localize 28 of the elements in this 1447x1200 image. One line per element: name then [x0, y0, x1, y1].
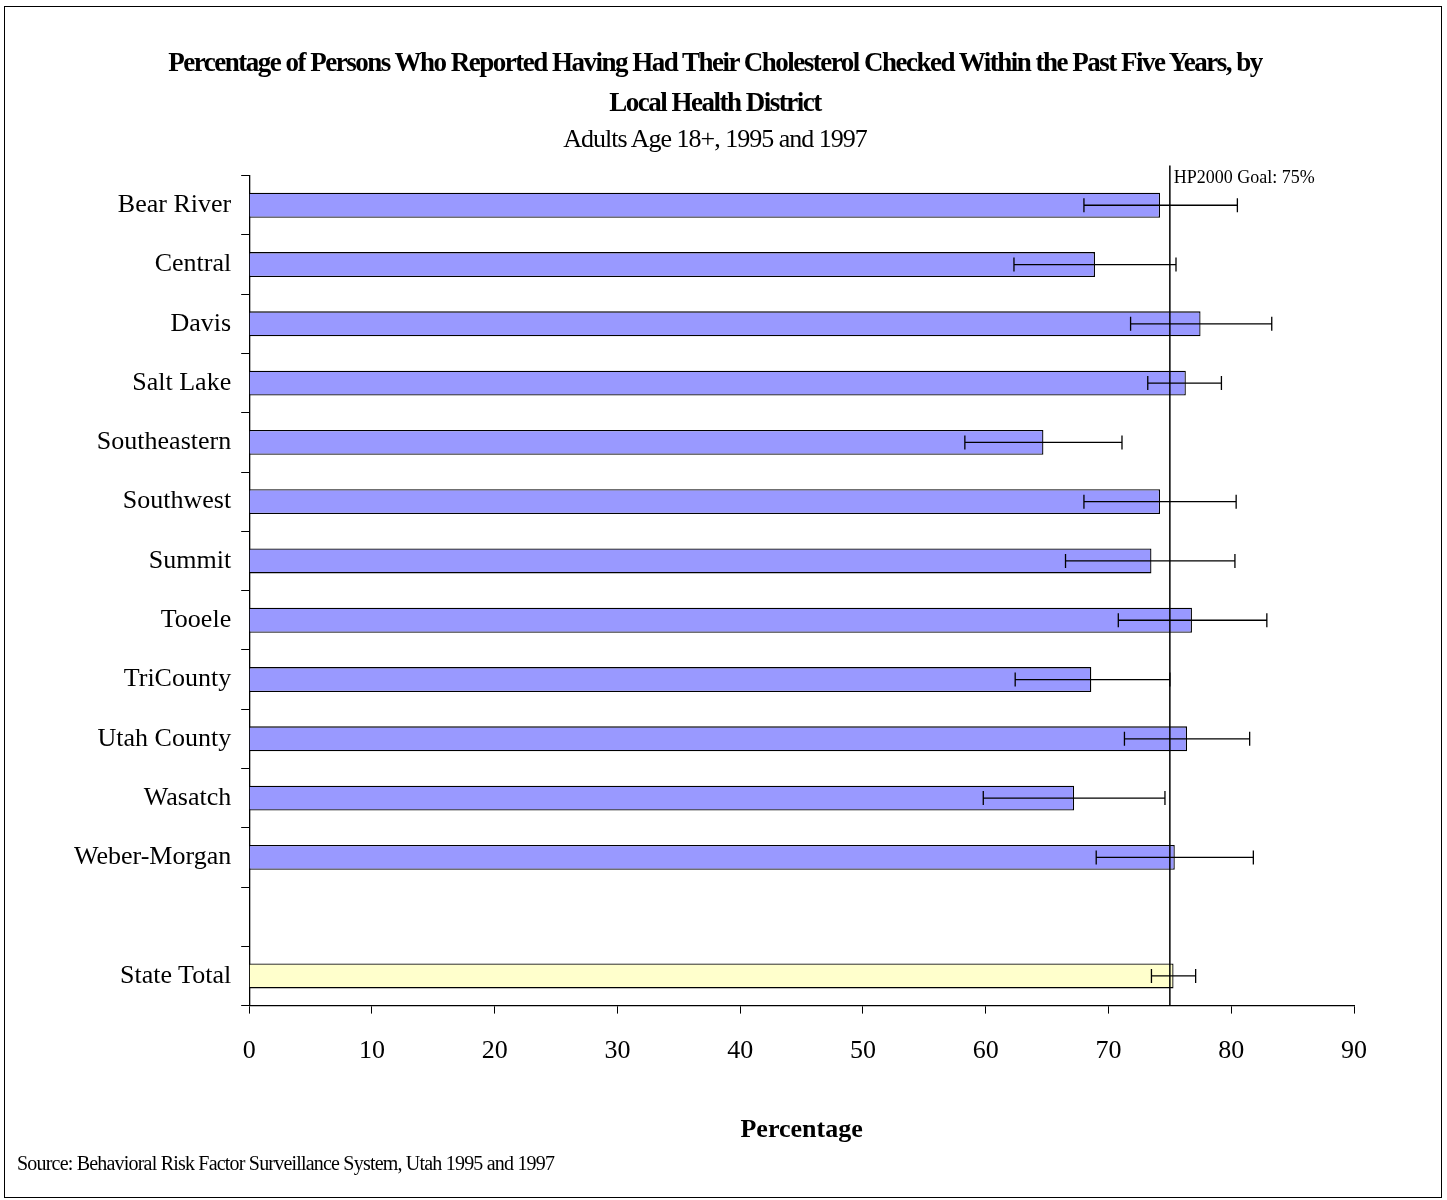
y-tick-label: Central — [154, 248, 232, 278]
x-axis-title: Percentage — [740, 1114, 863, 1144]
x-tick-label: 90 — [1341, 1035, 1367, 1065]
x-tick-label: 60 — [972, 1035, 999, 1065]
ref-line-label: HP2000 Goal: 75% — [1173, 167, 1315, 188]
y-tick-label: Southeastern — [96, 426, 232, 456]
y-tick-label: Bear River — [117, 189, 232, 219]
x-tick-label: 30 — [604, 1035, 631, 1065]
y-tick-label: Utah County — [97, 722, 232, 752]
source-note: Source: Behavioral Risk Factor Surveillance System, Utah 1995 and 1997 — [17, 1152, 555, 1175]
x-tick-label: 70 — [1095, 1035, 1122, 1065]
y-tick-label: Tooele — [160, 604, 232, 634]
chart-subtitle: Adults Age 18+, 1995 and 1997 — [562, 124, 868, 154]
x-tick-label: 80 — [1218, 1035, 1245, 1065]
chart-title: Percentage of Persons Who Reported Having Had Their Cholesterol Checked Within the Past Five Years, by Local Health District — [167, 46, 1264, 119]
x-tick-label: 40 — [727, 1035, 754, 1065]
y-tick-label: Wasatch — [143, 781, 232, 811]
x-tick-label: 50 — [849, 1035, 876, 1065]
y-tick-label: Davis — [170, 307, 232, 337]
x-tick-label: 10 — [358, 1035, 385, 1065]
y-tick-label: Salt Lake — [132, 366, 232, 396]
x-tick-label: 20 — [481, 1035, 508, 1065]
y-tick-label: Summit — [148, 544, 232, 574]
y-tick-label: Southwest — [122, 485, 232, 515]
y-tick-label: TriCounty — [123, 663, 232, 693]
y-tick-label: State Total — [120, 959, 232, 989]
x-tick-label: 0 — [242, 1035, 256, 1065]
y-tick-label: Weber-Morgan — [73, 841, 232, 871]
